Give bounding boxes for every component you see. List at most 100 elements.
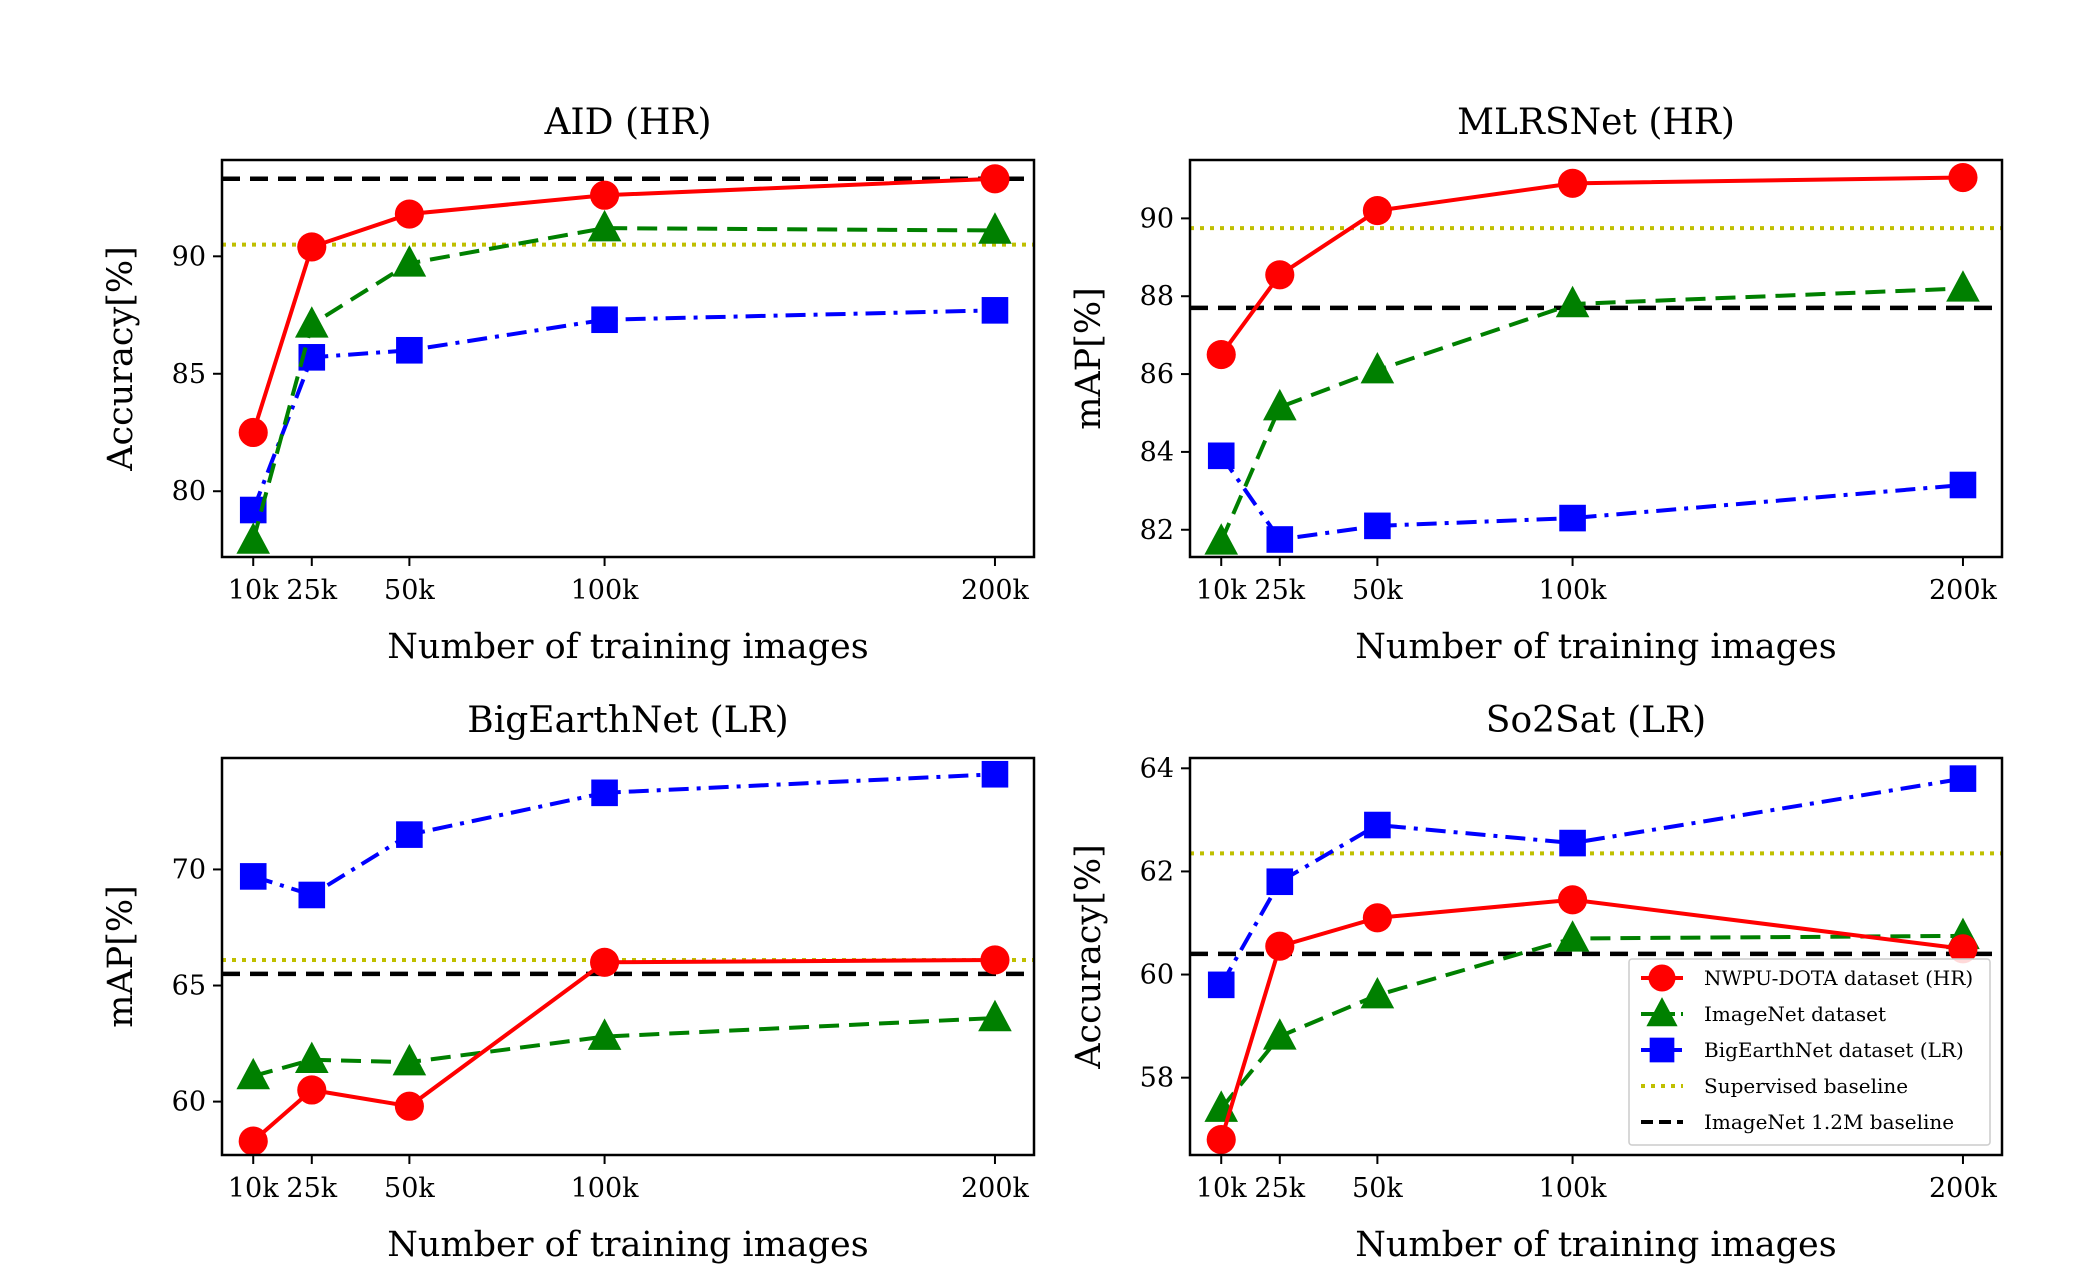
y-tick-label: 88	[1140, 281, 1174, 312]
nwpu-point	[1948, 162, 1978, 193]
x-tick-label: 200k	[1929, 1173, 1998, 1204]
imagenet-point	[587, 1018, 622, 1050]
imagenet-point	[978, 999, 1012, 1032]
imagenet-point	[1360, 976, 1395, 1009]
bigearthnet-point	[1266, 868, 1294, 896]
legend-label-bigearthnet: BigEarthNet dataset (LR)	[1704, 1038, 1964, 1062]
bigearthnet-point	[981, 760, 1009, 788]
bigearthnet-point	[1559, 829, 1586, 857]
y-tick-label: 58	[1140, 1063, 1174, 1094]
y-tick-label: 90	[172, 241, 206, 272]
bigearthnet-point	[1949, 471, 1977, 499]
x-tick-label: 25k	[1254, 575, 1305, 606]
x-axis-label: Number of training images	[387, 627, 868, 667]
x-tick-label: 50k	[384, 575, 435, 606]
imagenet-series-line	[251, 226, 995, 542]
y-axis-label: mAP[%]	[1069, 287, 1109, 430]
legend-label-nwpu: NWPU-DOTA dataset (HR)	[1704, 966, 1973, 990]
x-tick-label: 10k	[1196, 1173, 1247, 1204]
x-tick-label: 10k	[228, 1173, 279, 1204]
nwpu-series-line	[251, 176, 996, 434]
chart-panel-1: AID (HR) 10k 25k 50k 100k 200k 80 85 90 Number of…	[101, 102, 1036, 667]
imagenet-point	[392, 1043, 427, 1076]
nwpu-point	[1362, 196, 1392, 226]
x-axis-label: Number of training images	[1355, 1225, 1836, 1265]
chart-panel-3: BigEarthNet (LR) 10k 25k 50k 100k 200k 60 65 70 N…	[101, 700, 1036, 1265]
x-tick-label: 100k	[1539, 1173, 1608, 1204]
plot-area	[222, 164, 1034, 554]
nwpu-point	[1948, 934, 1978, 964]
x-tick-label: 200k	[961, 575, 1030, 606]
imagenet-point	[294, 306, 329, 338]
x-tick-label: 25k	[286, 575, 337, 606]
legend-label-supervised: Supervised baseline	[1704, 1074, 1908, 1098]
x-tick-label: 200k	[1929, 575, 1998, 606]
x-axis-label: Number of training images	[1355, 627, 1836, 667]
imagenet-point	[1360, 351, 1395, 384]
chart-title: AID (HR)	[543, 102, 711, 143]
bigearthnet-point	[1207, 442, 1235, 470]
bigearthnet-point	[981, 297, 1009, 324]
y-tick-label: 62	[1140, 856, 1174, 887]
chart-title: So2Sat (LR)	[1486, 700, 1706, 741]
nwpu-point	[238, 417, 268, 448]
nwpu-point	[394, 199, 424, 229]
bigearthnet-point	[1364, 512, 1391, 540]
plot-frame	[1188, 756, 2004, 1157]
x-tick-label: 100k	[571, 575, 640, 606]
imagenet-point	[978, 212, 1012, 244]
x-tick-label: 10k	[228, 575, 279, 606]
x-tick-label: 25k	[286, 1173, 337, 1204]
x-tick-label: 100k	[1539, 575, 1608, 606]
chart-title: BigEarthNet (LR)	[467, 700, 788, 741]
bigearthnet-point	[396, 336, 423, 364]
bigearthnet-point	[591, 306, 618, 334]
imagenet-series-line	[252, 1016, 996, 1078]
y-tick-label: 60	[1140, 960, 1174, 991]
y-tick-label: 86	[1140, 359, 1174, 390]
y-tick-label: 70	[172, 854, 206, 885]
y-tick-label: 82	[1140, 515, 1174, 546]
legend-marker-imagenet	[1646, 997, 1678, 1027]
x-tick-label: 200k	[961, 1173, 1030, 1204]
x-tick-label: 25k	[1254, 1173, 1305, 1204]
imagenet-point	[1555, 920, 1590, 952]
chart-panel-4: So2Sat (LR) 10k 25k 50k 100k 200k 58 60 62 64 Numb…	[1069, 700, 2004, 1265]
nwpu-point	[297, 1075, 327, 1105]
imagenet-point	[294, 1041, 329, 1074]
x-tick-label: 50k	[1352, 1173, 1403, 1204]
y-tick-label: 85	[172, 359, 206, 390]
bigearthnet-series-line	[251, 308, 996, 511]
legend: NWPU-DOTA dataset (HR) ImageNet dataset Bi…	[1628, 958, 1991, 1146]
nwpu-point	[980, 164, 1010, 194]
imagenet-point	[587, 209, 622, 242]
nwpu-point	[238, 1126, 268, 1155]
y-tick-label: 84	[1140, 437, 1174, 468]
plot-area	[1190, 765, 2002, 1155]
chart-title: MLRSNet (HR)	[1457, 102, 1735, 143]
nwpu-series-line	[1219, 175, 1963, 356]
bigearthnet-point	[396, 821, 423, 848]
x-axis-label: Number of training images	[387, 1225, 868, 1265]
chart-panel-2: MLRSNet (HR) 10k 25k 50k 100k 200k 82 84 86 88 90 N…	[1069, 102, 2004, 667]
y-axis-label: Accuracy[%]	[101, 246, 141, 472]
nwpu-point	[1265, 260, 1295, 290]
nwpu-point	[1206, 340, 1236, 370]
nwpu-point	[1265, 931, 1295, 961]
bigearthnet-point	[1207, 971, 1235, 999]
plot-frame	[220, 158, 1036, 559]
imagenet-point	[236, 1057, 271, 1090]
bigearthnet-point	[591, 779, 618, 807]
nwpu-point	[297, 232, 327, 262]
y-tick-label: 90	[1140, 203, 1174, 234]
y-tick-label: 64	[1140, 753, 1174, 784]
bigearthnet-point	[239, 863, 267, 890]
y-tick-label: 80	[172, 476, 206, 507]
bigearthnet-point	[1559, 504, 1586, 532]
imagenet-point	[1946, 270, 1980, 302]
legend-frame	[1628, 958, 1991, 1146]
imagenet-point	[1204, 523, 1239, 555]
nwpu-point	[590, 180, 620, 210]
legend-marker-nwpu	[1648, 964, 1676, 992]
